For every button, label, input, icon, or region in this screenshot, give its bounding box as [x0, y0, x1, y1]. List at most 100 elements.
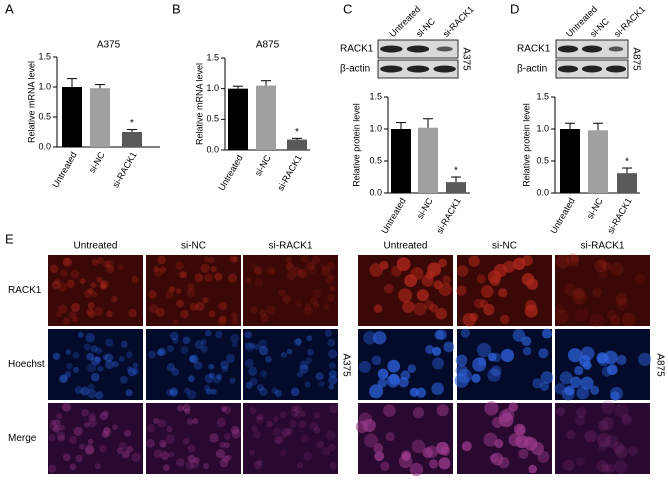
cell	[580, 376, 594, 390]
cell	[522, 346, 532, 356]
cell	[384, 283, 394, 294]
cell	[398, 454, 413, 469]
cell	[193, 456, 200, 464]
cell	[601, 366, 613, 377]
cell	[169, 331, 179, 341]
cell	[597, 420, 609, 432]
cell	[258, 345, 269, 356]
cell	[175, 288, 182, 295]
cell	[83, 422, 90, 428]
cell	[598, 258, 608, 268]
cell	[471, 373, 481, 383]
cell	[429, 303, 438, 313]
cell	[327, 338, 336, 347]
cell	[48, 433, 56, 442]
cell	[508, 433, 522, 447]
cell	[281, 427, 291, 437]
cell	[415, 387, 427, 398]
cell	[298, 268, 309, 278]
cell	[304, 381, 311, 388]
cell	[49, 422, 58, 431]
significance-mark: *	[130, 118, 134, 129]
cell	[54, 278, 61, 285]
cell	[282, 294, 292, 304]
cell	[56, 412, 63, 420]
image-row-label: Hoechst	[8, 359, 45, 370]
cell	[189, 459, 200, 469]
significance-mark: *	[295, 127, 299, 138]
cell	[245, 381, 253, 389]
cell	[216, 417, 227, 428]
cell	[204, 256, 210, 263]
cell	[614, 403, 629, 418]
cell	[610, 314, 621, 326]
cell	[272, 427, 281, 436]
cell	[112, 424, 118, 431]
cell	[220, 360, 229, 370]
cell	[219, 441, 226, 448]
bar	[256, 85, 276, 150]
blot-cell-line: A375	[460, 47, 471, 71]
panel-letter: E	[5, 231, 14, 246]
cell	[574, 308, 589, 322]
cell	[245, 277, 252, 284]
cell	[328, 384, 335, 390]
cell	[260, 314, 269, 323]
cell	[369, 384, 384, 399]
cell	[600, 416, 615, 431]
cell	[90, 372, 100, 382]
cell	[432, 357, 445, 370]
x-tick-label: Untreated	[548, 196, 576, 235]
cell	[266, 420, 274, 428]
cell	[250, 262, 257, 270]
cell	[402, 300, 415, 313]
cell	[62, 402, 72, 412]
error-bar	[565, 122, 575, 129]
cell	[612, 442, 624, 454]
x-tick-label: si-RACK1	[434, 196, 462, 235]
cell	[438, 457, 451, 470]
bar	[560, 129, 580, 193]
cell	[554, 309, 569, 324]
cell	[563, 283, 576, 296]
bar	[122, 132, 142, 147]
cell	[456, 285, 467, 296]
cell	[298, 420, 307, 429]
cell	[215, 448, 226, 459]
blot-band	[436, 46, 453, 52]
cell	[397, 288, 413, 303]
cell	[278, 289, 286, 297]
cell	[374, 451, 385, 462]
blot-row-label: β-actin	[517, 64, 547, 75]
cell	[468, 255, 480, 267]
y-axis-label: Relative mRNA level	[26, 61, 36, 143]
cell	[99, 281, 107, 289]
cell	[101, 430, 110, 438]
cell	[153, 266, 160, 273]
image-column-label: Untreated	[384, 241, 428, 252]
cell	[223, 432, 231, 440]
cell	[159, 266, 167, 273]
cell	[285, 262, 296, 273]
cell	[438, 258, 447, 268]
cell	[73, 426, 83, 436]
cell	[176, 299, 184, 308]
image-column-label: si-NC	[492, 241, 517, 252]
cell	[291, 405, 298, 412]
cell	[286, 348, 293, 355]
cell	[521, 273, 535, 286]
cell	[532, 378, 543, 389]
cell	[364, 433, 379, 448]
cell	[86, 308, 94, 316]
cell	[316, 440, 324, 449]
micrograph	[146, 255, 241, 326]
cell	[255, 416, 264, 425]
cell	[84, 289, 93, 298]
y-tick-label: 0.0	[369, 187, 382, 197]
cell	[248, 366, 258, 376]
cell	[484, 401, 499, 416]
y-tick-label: 0.5	[369, 155, 382, 165]
cell	[294, 299, 303, 308]
cell	[371, 355, 382, 366]
cell	[51, 280, 61, 290]
